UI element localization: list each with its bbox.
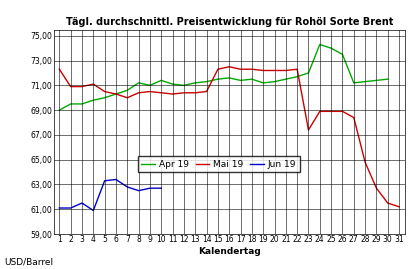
Mai 19 [272,69,277,72]
Mai 19 [193,91,198,94]
Apr 19 [181,84,186,87]
Mai 19 [80,85,85,88]
Text: USD/Barrel: USD/Barrel [4,257,53,266]
Mai 19 [374,187,379,190]
Mai 19 [317,110,322,113]
Mai 19 [295,68,300,71]
Apr 19 [136,81,141,84]
Mai 19 [363,161,368,164]
Mai 19 [102,90,107,93]
Jun 19 [159,187,164,190]
Line: Jun 19: Jun 19 [59,179,161,210]
Jun 19 [125,185,130,189]
Mai 19 [329,110,334,113]
Jun 19 [91,209,96,212]
Apr 19 [329,47,334,50]
Apr 19 [57,108,62,112]
Line: Mai 19: Mai 19 [59,67,399,207]
Apr 19 [147,84,152,87]
Apr 19 [68,102,73,105]
Jun 19 [114,178,119,181]
Mai 19 [181,91,186,94]
Apr 19 [170,83,175,86]
Mai 19 [68,85,73,88]
Mai 19 [227,65,232,68]
Apr 19 [249,77,254,81]
Apr 19 [227,76,232,80]
Jun 19 [57,206,62,210]
Mai 19 [125,96,130,99]
Apr 19 [351,81,356,84]
Mai 19 [204,90,209,93]
Apr 19 [385,77,390,81]
Line: Apr 19: Apr 19 [59,44,388,110]
Apr 19 [125,89,130,92]
Legend: Apr 19, Mai 19, Jun 19: Apr 19, Mai 19, Jun 19 [138,156,299,172]
Apr 19 [295,75,300,78]
Mai 19 [159,91,164,94]
Mai 19 [170,93,175,96]
Jun 19 [147,187,152,190]
Mai 19 [249,68,254,71]
Mai 19 [238,68,243,71]
Mai 19 [216,68,221,71]
Mai 19 [57,68,62,71]
Apr 19 [204,80,209,83]
Mai 19 [136,91,141,94]
Apr 19 [272,80,277,83]
Mai 19 [147,90,152,93]
Apr 19 [283,77,288,81]
Apr 19 [261,81,266,84]
Apr 19 [317,43,322,46]
Title: Tägl. durchschnittl. Preisentwicklung für Rohöl Sorte Brent: Tägl. durchschnittl. Preisentwicklung fü… [66,17,393,27]
Jun 19 [68,206,73,210]
Apr 19 [80,102,85,105]
Mai 19 [351,116,356,119]
Apr 19 [159,79,164,82]
Apr 19 [306,71,311,75]
Apr 19 [193,81,198,84]
Apr 19 [363,80,368,83]
Jun 19 [80,201,85,205]
Mai 19 [396,205,401,208]
Apr 19 [91,99,96,102]
X-axis label: Kalendertag: Kalendertag [198,247,261,256]
Apr 19 [114,93,119,96]
Mai 19 [340,110,345,113]
Mai 19 [385,201,390,205]
Mai 19 [306,128,311,132]
Mai 19 [91,83,96,86]
Mai 19 [283,69,288,72]
Apr 19 [102,96,107,99]
Mai 19 [261,69,266,72]
Apr 19 [216,77,221,81]
Apr 19 [238,79,243,82]
Jun 19 [102,179,107,182]
Apr 19 [374,79,379,82]
Mai 19 [114,93,119,96]
Apr 19 [340,53,345,56]
Jun 19 [136,189,141,192]
